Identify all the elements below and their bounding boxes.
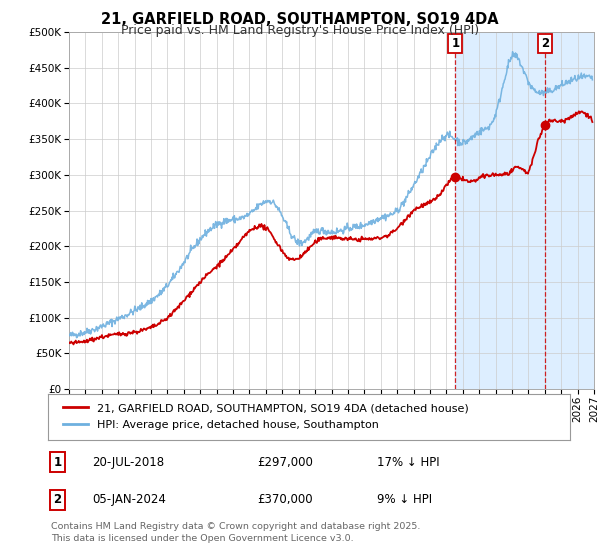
Text: 2: 2: [53, 493, 61, 506]
Text: Price paid vs. HM Land Registry's House Price Index (HPI): Price paid vs. HM Land Registry's House …: [121, 24, 479, 37]
Text: 1: 1: [53, 455, 61, 469]
Legend: 21, GARFIELD ROAD, SOUTHAMPTON, SO19 4DA (detached house), HPI: Average price, d: 21, GARFIELD ROAD, SOUTHAMPTON, SO19 4DA…: [59, 398, 473, 435]
Text: Contains HM Land Registry data © Crown copyright and database right 2025.
This d: Contains HM Land Registry data © Crown c…: [51, 522, 421, 543]
Text: 2: 2: [541, 38, 550, 50]
Text: £370,000: £370,000: [257, 493, 313, 506]
Text: 20-JUL-2018: 20-JUL-2018: [92, 455, 164, 469]
Text: 21, GARFIELD ROAD, SOUTHAMPTON, SO19 4DA: 21, GARFIELD ROAD, SOUTHAMPTON, SO19 4DA: [101, 12, 499, 27]
Bar: [455, 32, 600, 389]
Text: 9% ↓ HPI: 9% ↓ HPI: [377, 493, 432, 506]
Text: £297,000: £297,000: [257, 455, 313, 469]
Text: 1: 1: [451, 38, 460, 50]
Text: 05-JAN-2024: 05-JAN-2024: [92, 493, 166, 506]
Text: 17% ↓ HPI: 17% ↓ HPI: [377, 455, 439, 469]
